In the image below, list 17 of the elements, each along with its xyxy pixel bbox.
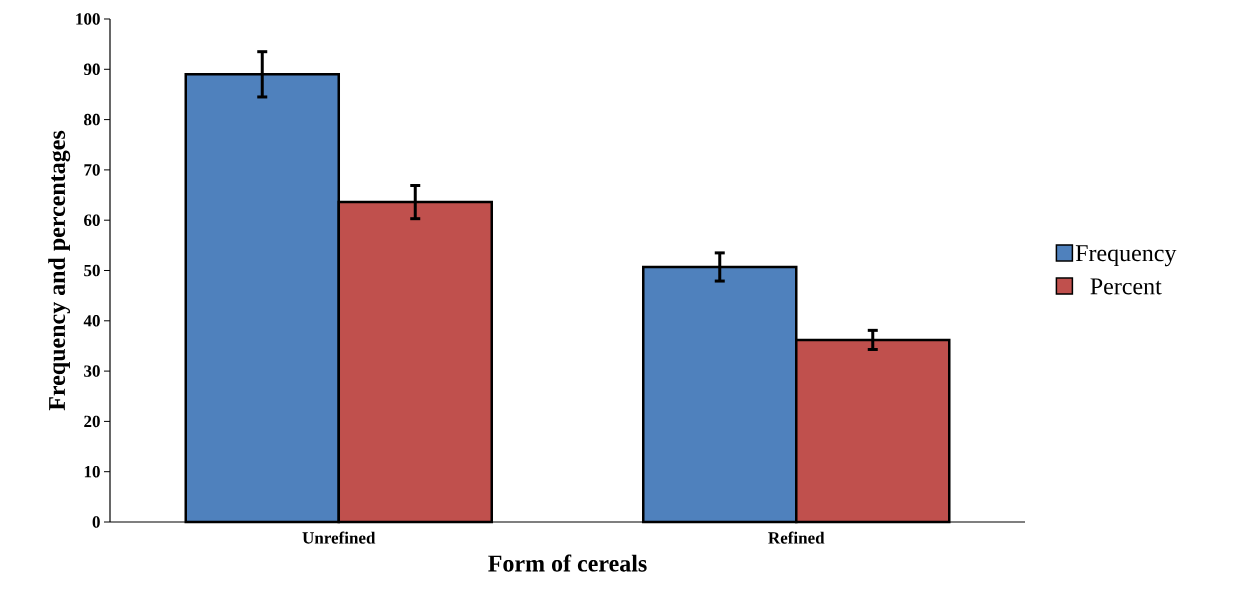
- y-tick-label: 0: [92, 516, 100, 528]
- y-tick-label: 20: [84, 415, 100, 428]
- legend-label: Frequency: [1075, 245, 1177, 267]
- x-axis-title: Form of cereals: [488, 554, 647, 572]
- y-tick-label: 60: [84, 214, 100, 226]
- y-tick-label: 40: [83, 315, 100, 327]
- y-axis-title: Frequency and percentages: [48, 130, 71, 411]
- y-tick-label: 50: [84, 264, 100, 277]
- y-tick-label: 70: [84, 164, 100, 176]
- x-tick-label: Unrefined: [302, 531, 376, 544]
- y-tick-label: 90: [83, 63, 100, 76]
- y-tick-label: 30: [84, 365, 100, 377]
- y-tick-label: 80: [84, 113, 100, 126]
- y-tick-label: 100: [76, 13, 100, 25]
- y-tick-label: 10: [84, 465, 100, 478]
- x-tick-label: Refined: [768, 531, 825, 544]
- legend-label: Percent: [1090, 278, 1162, 295]
